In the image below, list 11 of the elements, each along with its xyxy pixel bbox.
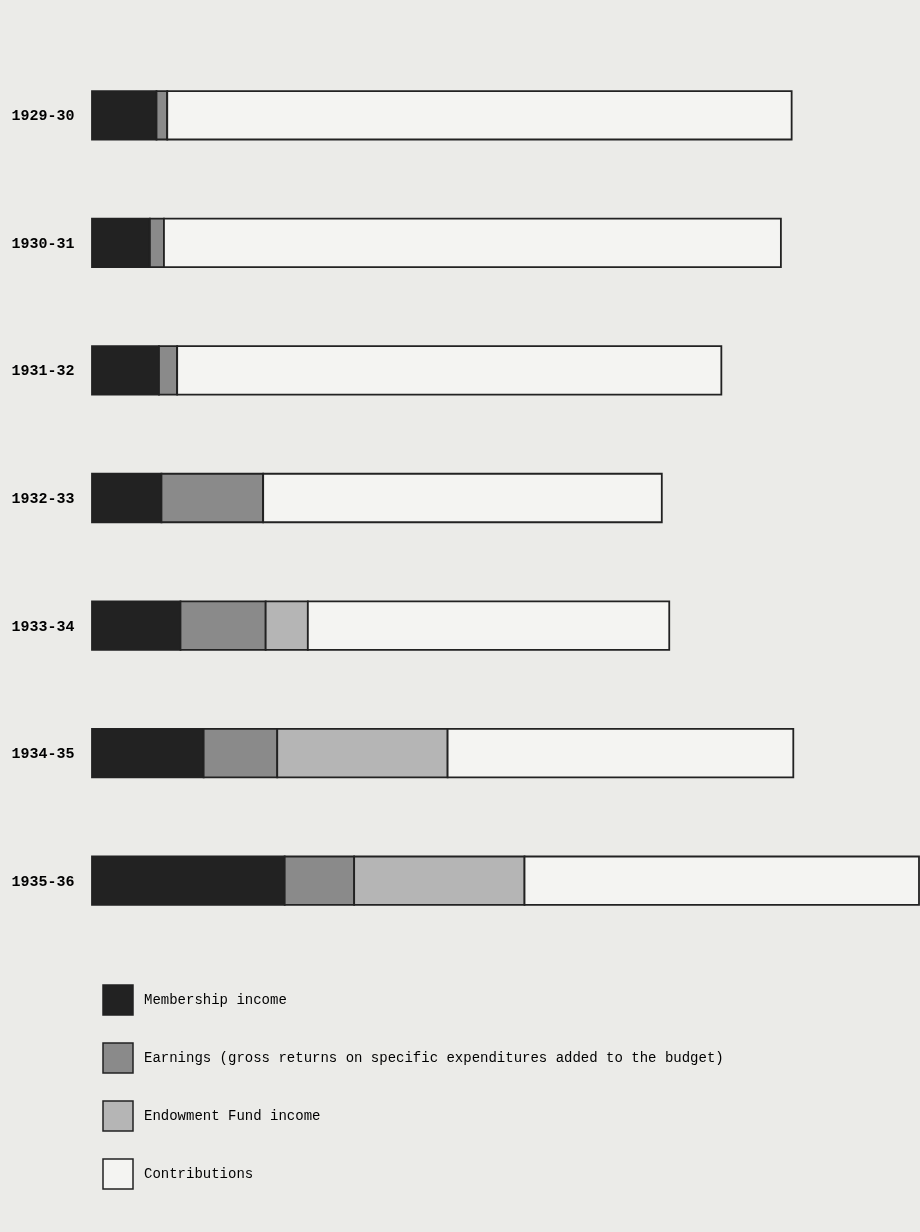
y-tick-label: 1930-31 (11, 235, 75, 253)
legend-label: Contributions (144, 1166, 254, 1182)
y-tick-label: 1929-30 (11, 108, 75, 126)
y-tick-label: 1934-35 (11, 746, 75, 764)
legend-label: Earnings (gross returns on specific expenditures added to the budget) (144, 1050, 724, 1066)
y-tick-label: 1933-34 (11, 618, 75, 636)
legend-label: Endowment Fund income (144, 1108, 321, 1124)
legend-label: Membership income (144, 992, 287, 1008)
y-tick-label: 1931-32 (11, 363, 75, 381)
y-tick-label: 1935-36 (11, 873, 75, 891)
y-tick-label: 1932-33 (11, 491, 75, 508)
